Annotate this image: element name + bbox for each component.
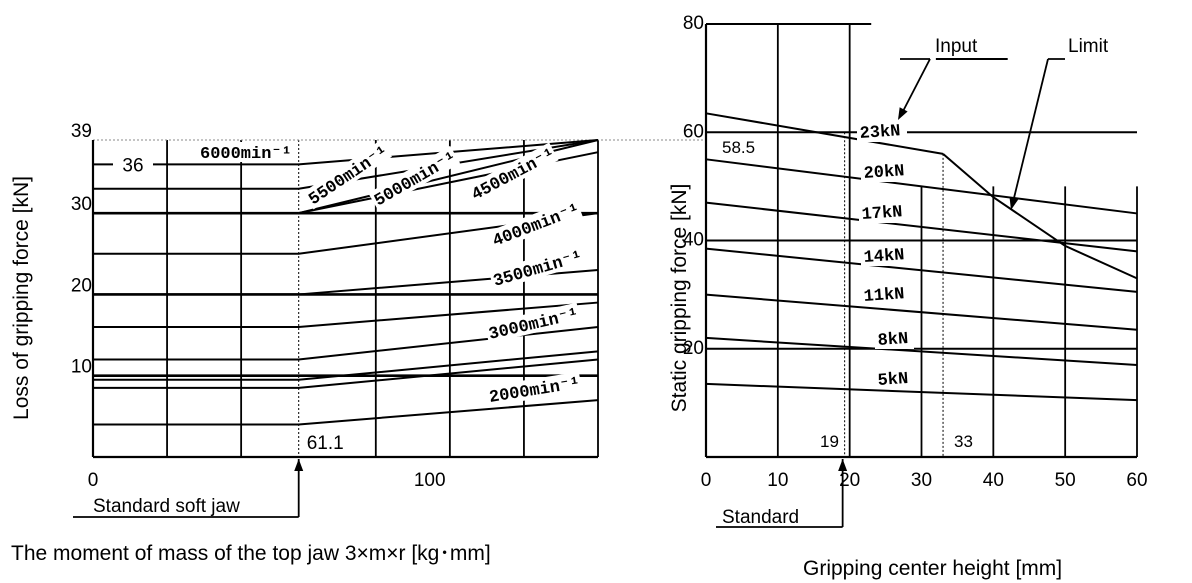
marker-36-bg — [113, 153, 153, 176]
rpm-curve — [93, 399, 599, 426]
y-tick-label: 20 — [71, 275, 92, 296]
force-series-line — [705, 112, 944, 155]
series-label-bg — [875, 370, 914, 389]
y-tick-label: 40 — [683, 230, 704, 251]
rpm-curve — [93, 139, 599, 190]
curve-label-bg — [487, 197, 583, 251]
x-tick-label: 20 — [839, 470, 860, 491]
marker-33-label: 33 — [954, 432, 973, 451]
series-label-bg — [875, 330, 914, 349]
marker-19-label: 19 — [820, 432, 839, 451]
series-label: 5kN — [877, 370, 909, 391]
value-58-5-label: 58.5 — [722, 138, 755, 157]
series-label: 8kN — [877, 330, 909, 351]
standard-soft-jaw-label: Standard soft jaw — [93, 496, 240, 517]
input-pointer-arrow — [898, 107, 908, 120]
force-curve — [93, 358, 599, 389]
rpm-curve — [93, 301, 599, 328]
y-tick-label: 80 — [683, 13, 704, 34]
x-tick-label: 0 — [88, 470, 99, 491]
series-label-bg — [859, 204, 909, 223]
right-chart: 23kN 20kN 17kN 14kN 11kN 8kN 5kN 20 40 60 80 0 10 20 3… — [668, 13, 1148, 580]
series-label: 11kN — [863, 285, 905, 307]
curve-label-bg — [488, 245, 586, 291]
series-label: 20kN — [863, 162, 905, 184]
series-label: 14kN — [863, 246, 905, 268]
y-tick-label: 30 — [71, 194, 92, 215]
curve-label-bg — [198, 142, 293, 162]
x-axis-title: Gripping center height [mm] — [803, 557, 1062, 580]
rpm-curve-label: 3000min⁻¹ — [487, 306, 581, 345]
standard-pointer-arrow — [294, 459, 304, 471]
limit-pointer-arrow — [1009, 197, 1019, 210]
series-label-bg — [861, 163, 911, 182]
x-tick-label: 100 — [414, 470, 446, 491]
curve-label-bg — [465, 142, 559, 205]
y-axis-title: Static gripping force [kN] — [668, 184, 691, 413]
series-label: 17kN — [861, 203, 903, 225]
curve-label-bg — [485, 371, 582, 407]
force-series-line — [705, 247, 1138, 293]
input-pointer-line — [899, 58, 931, 118]
curve-label-bg — [302, 140, 392, 210]
series-label-bg — [861, 247, 911, 266]
x-tick-label: 10 — [767, 470, 788, 491]
x-tick-label: 40 — [983, 470, 1004, 491]
series-label-bg — [857, 123, 907, 142]
input-label: Input — [935, 36, 978, 57]
force-series-line — [705, 336, 1138, 366]
marker-61-label: 61.1 — [307, 433, 344, 454]
rpm-curve — [93, 139, 599, 166]
y-axis-title: Loss of gripping force [kN] — [10, 176, 33, 420]
series-label: 23kN — [859, 122, 901, 144]
y-tick-label: 60 — [683, 121, 704, 142]
rpm-curve-label: 6000min⁻¹ — [200, 145, 292, 164]
rpm-curve-label: 3500min⁻¹ — [491, 248, 585, 292]
curve-label-bg — [484, 302, 582, 344]
y-tick-label: 20 — [683, 338, 704, 359]
series-label-bg — [861, 286, 911, 305]
x-tick-label: 0 — [701, 470, 712, 491]
limit-label: Limit — [1068, 36, 1109, 57]
standard-pointer-arrow — [838, 459, 848, 471]
y-tick-label: 10 — [71, 357, 92, 378]
marker-36-label: 36 — [122, 155, 143, 176]
force-series-line — [705, 201, 1138, 253]
force-curve — [93, 350, 599, 381]
force-series-line — [705, 293, 1138, 331]
limit-line — [942, 153, 1138, 280]
x-tick-label: 60 — [1126, 470, 1147, 491]
y-tick-label: 39 — [71, 121, 92, 142]
x-tick-label: 50 — [1055, 470, 1076, 491]
curve-label-bg — [368, 145, 461, 211]
x-axis-title: The moment of mass of the top jaw 3×m×r … — [11, 542, 491, 565]
force-series-line — [705, 382, 1138, 402]
x-tick-label: 30 — [911, 470, 932, 491]
standard-label: Standard — [722, 507, 799, 528]
rpm-curve — [93, 212, 599, 255]
limit-pointer-line — [1012, 58, 1049, 203]
force-series-line — [705, 158, 1138, 215]
